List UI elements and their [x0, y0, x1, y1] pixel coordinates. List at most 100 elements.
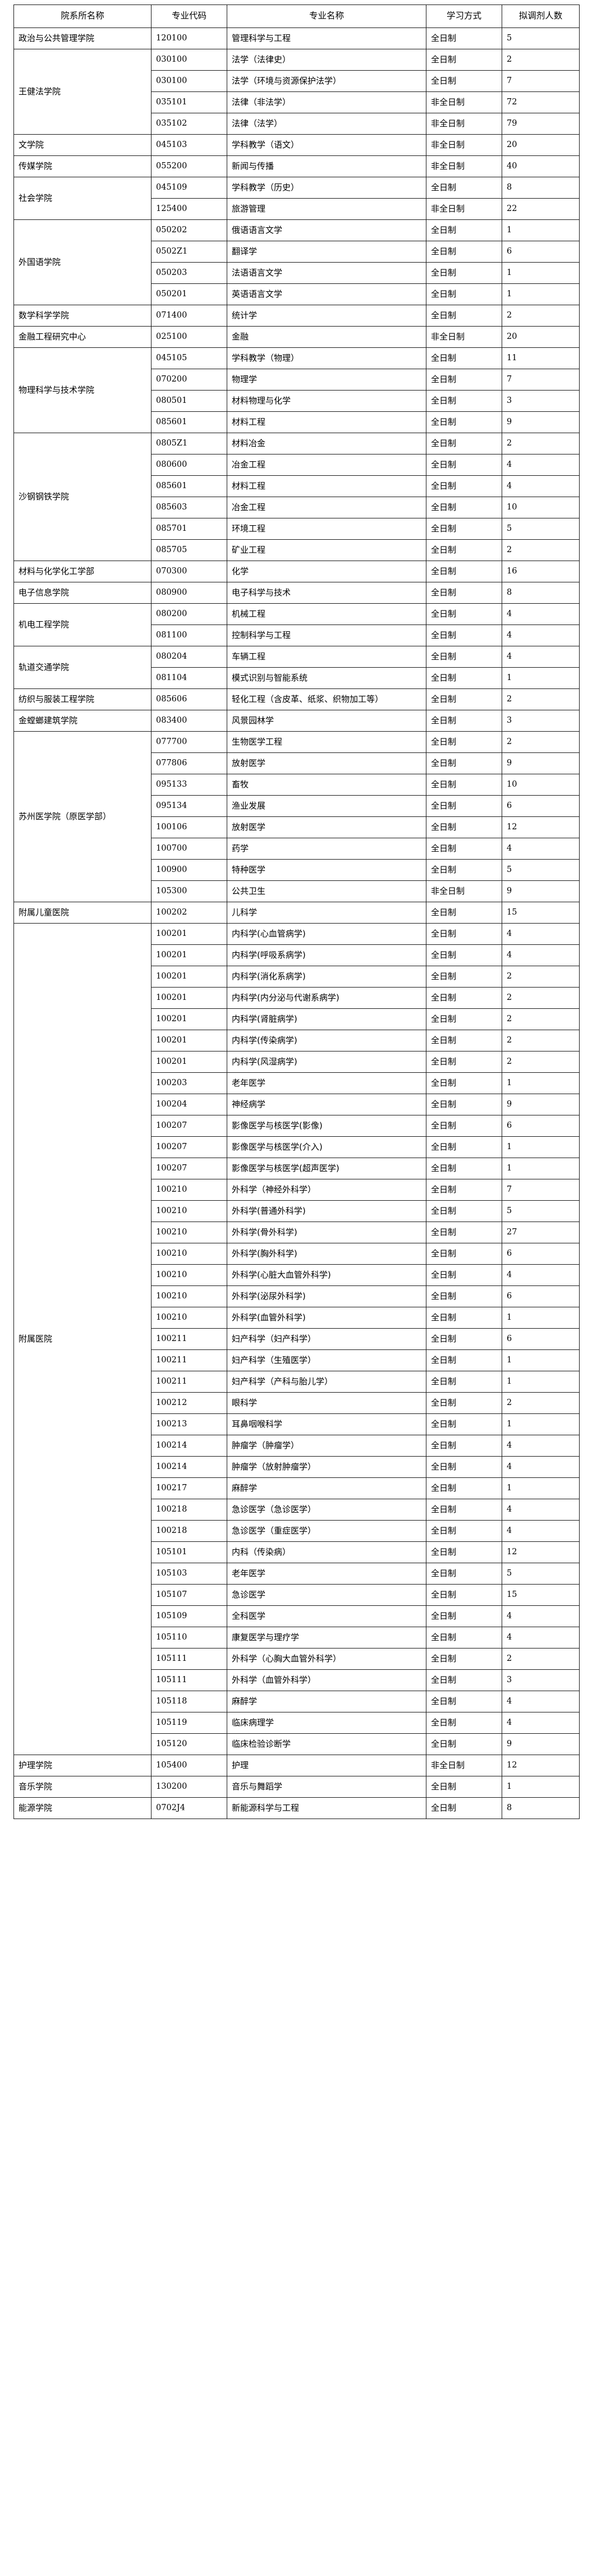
cell-study-mode: 全日制	[426, 283, 502, 305]
cell-quota: 12	[502, 816, 580, 838]
cell-department: 护理学院	[13, 1755, 152, 1776]
cell-major-name: 法语语言文学	[227, 262, 426, 284]
cell-major-name: 放射医学	[227, 752, 426, 774]
cell-study-mode: 非全日制	[426, 198, 502, 220]
cell-quota: 10	[502, 497, 580, 518]
cell-quota: 4	[502, 454, 580, 476]
table-row: 金融工程研究中心 025100 金融 非全日制 20	[13, 326, 580, 348]
cell-major-code: 0702J4	[151, 1797, 227, 1819]
table-row: 105103 老年医学 全日制 5	[14, 1563, 580, 1585]
cell-study-mode: 全日制	[426, 497, 502, 518]
cell-study-mode: 全日制	[426, 219, 502, 241]
cell-study-mode: 全日制	[426, 1627, 502, 1649]
cell-quota: 5	[502, 1200, 580, 1222]
cell-study-mode: 非全日制	[426, 880, 502, 902]
table-row: 100210 外科学（神经外科学） 全日制 7	[14, 1179, 580, 1201]
cell-quota: 6	[502, 1115, 580, 1137]
cell-study-mode: 全日制	[426, 944, 502, 966]
table-row: 100201 内科学(传染病学) 全日制 2	[14, 1030, 580, 1051]
cell-department: 王健法学院	[13, 49, 152, 135]
table-row: 100211 妇产科学（生殖医学） 全日制 1	[14, 1349, 580, 1371]
cell-major-name: 内科学(传染病学)	[227, 1030, 426, 1051]
cell-quota: 9	[502, 752, 580, 774]
cell-quota: 4	[502, 923, 580, 945]
cell-study-mode: 全日制	[426, 1030, 502, 1051]
cell-quota: 2	[502, 433, 580, 454]
cell-department: 电子信息学院	[13, 582, 152, 604]
cell-major-code: 100201	[151, 1008, 227, 1030]
cell-quota: 22	[502, 198, 580, 220]
cell-department: 音乐学院	[13, 1776, 152, 1798]
cell-study-mode: 全日制	[426, 1733, 502, 1755]
cell-quota: 8	[502, 582, 580, 604]
table-row: 物理科学与技术学院 045105 学科教学（物理） 全日制 11	[13, 347, 580, 433]
cell-major-name: 化学	[227, 561, 426, 582]
cell-major-name: 内科学(风湿病学)	[227, 1051, 426, 1073]
cell-major-code: 120100	[151, 27, 227, 49]
cell-major-name: 麻醉学	[227, 1691, 426, 1712]
cell-quota: 7	[502, 369, 580, 391]
cell-major-name: 冶金工程	[227, 497, 426, 518]
cell-study-mode: 全日制	[426, 518, 502, 540]
cell-major-code: 125400	[151, 198, 227, 220]
cell-study-mode: 全日制	[426, 646, 502, 668]
cell-quota: 4	[502, 838, 580, 860]
cell-major-code: 100210	[151, 1179, 227, 1201]
cell-study-mode: 全日制	[426, 1371, 502, 1393]
cell-major-code: 100201	[151, 966, 227, 988]
cell-major-name: 内科学(心血管病学)	[227, 923, 426, 945]
table-row: 数学科学学院 071400 统计学 全日制 2	[13, 305, 580, 327]
cell-quota: 16	[502, 561, 580, 582]
cell-study-mode: 全日制	[426, 795, 502, 817]
cell-quota: 1	[502, 1776, 580, 1798]
table-row: 085603 冶金工程 全日制 10	[14, 497, 580, 518]
cell-quota: 12	[502, 1541, 580, 1563]
cell-major-code: 100201	[151, 1030, 227, 1051]
table-row: 081100 控制科学与工程 全日制 4	[14, 625, 580, 646]
cell-study-mode: 全日制	[426, 731, 502, 753]
cell-quota: 1	[502, 283, 580, 305]
cell-major-name: 材料工程	[227, 475, 426, 497]
cell-major-name: 老年医学	[227, 1072, 426, 1094]
cell-major-name: 法学（环境与资源保护法学）	[227, 70, 426, 92]
cell-quota: 6	[502, 1243, 580, 1265]
cell-major-code: 080600	[151, 454, 227, 476]
cell-major-name: 管理科学与工程	[227, 27, 426, 49]
table-row: 外国语学院 050202 俄语语言文学 全日制 1	[13, 219, 580, 305]
cell-major-code: 105111	[151, 1669, 227, 1691]
cell-quota: 9	[502, 411, 580, 433]
cell-major-code: 100214	[151, 1456, 227, 1478]
cell-major-name: 外科学(心脏大血管外科学)	[227, 1264, 426, 1286]
cell-major-name: 控制科学与工程	[227, 625, 426, 646]
cell-major-name: 英语语言文学	[227, 283, 426, 305]
cell-department: 金螳螂建筑学院	[13, 710, 152, 732]
cell-major-code: 080200	[151, 603, 227, 625]
cell-study-mode: 全日制	[426, 561, 502, 582]
cell-quota: 11	[502, 347, 580, 369]
table-row: 077806 放射医学 全日制 9	[14, 752, 580, 774]
table-row: 100210 外科学(胸外科学) 全日制 6	[14, 1243, 580, 1265]
cell-major-code: 030100	[151, 70, 227, 92]
cell-quota: 1	[502, 1158, 580, 1179]
cell-quota: 4	[502, 1456, 580, 1478]
table-row: 100212 眼科学 全日制 2	[14, 1392, 580, 1414]
cell-quota: 4	[502, 944, 580, 966]
cell-major-code: 105119	[151, 1712, 227, 1734]
table-row: 105118 麻醉学 全日制 4	[14, 1691, 580, 1712]
cell-major-code: 105109	[151, 1605, 227, 1627]
cell-quota: 6	[502, 795, 580, 817]
cell-study-mode: 全日制	[426, 49, 502, 71]
cell-study-mode: 全日制	[426, 1285, 502, 1307]
cell-major-code: 105120	[151, 1733, 227, 1755]
cell-major-name: 特种医学	[227, 859, 426, 881]
cell-major-code: 100210	[151, 1222, 227, 1243]
table-header-row: 院系所名称 专业代码 专业名称 学习方式 拟调剂人数	[13, 4, 580, 28]
cell-department: 社会学院	[13, 177, 152, 220]
cell-quota: 7	[502, 1179, 580, 1201]
cell-major-name: 眼科学	[227, 1392, 426, 1414]
cell-major-code: 105110	[151, 1627, 227, 1649]
cell-study-mode: 全日制	[426, 1797, 502, 1819]
cell-study-mode: 全日制	[426, 1222, 502, 1243]
cell-study-mode: 全日制	[426, 838, 502, 860]
cell-major-name: 翻译学	[227, 241, 426, 263]
